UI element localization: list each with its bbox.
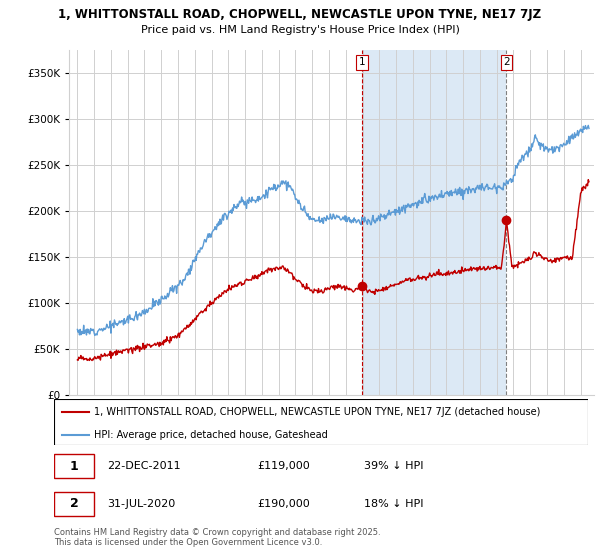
- Text: Price paid vs. HM Land Registry's House Price Index (HPI): Price paid vs. HM Land Registry's House …: [140, 25, 460, 35]
- Text: 1: 1: [70, 460, 79, 473]
- Text: Contains HM Land Registry data © Crown copyright and database right 2025.
This d: Contains HM Land Registry data © Crown c…: [54, 528, 380, 547]
- Bar: [362, 50, 506, 395]
- Text: 39% ↓ HPI: 39% ↓ HPI: [364, 461, 423, 471]
- FancyBboxPatch shape: [54, 399, 588, 445]
- Text: 1: 1: [359, 58, 365, 67]
- Text: £190,000: £190,000: [257, 499, 310, 509]
- Text: 2: 2: [70, 497, 79, 511]
- Text: 22-DEC-2011: 22-DEC-2011: [107, 461, 181, 471]
- Text: 31-JUL-2020: 31-JUL-2020: [107, 499, 176, 509]
- Text: 1, WHITTONSTALL ROAD, CHOPWELL, NEWCASTLE UPON TYNE, NE17 7JZ: 1, WHITTONSTALL ROAD, CHOPWELL, NEWCASTL…: [58, 8, 542, 21]
- Text: 2: 2: [503, 58, 510, 67]
- Text: 1, WHITTONSTALL ROAD, CHOPWELL, NEWCASTLE UPON TYNE, NE17 7JZ (detached house): 1, WHITTONSTALL ROAD, CHOPWELL, NEWCASTL…: [94, 407, 541, 417]
- FancyBboxPatch shape: [54, 492, 94, 516]
- Text: 18% ↓ HPI: 18% ↓ HPI: [364, 499, 423, 509]
- Text: HPI: Average price, detached house, Gateshead: HPI: Average price, detached house, Gate…: [94, 430, 328, 440]
- FancyBboxPatch shape: [54, 454, 94, 478]
- Text: £119,000: £119,000: [257, 461, 310, 471]
